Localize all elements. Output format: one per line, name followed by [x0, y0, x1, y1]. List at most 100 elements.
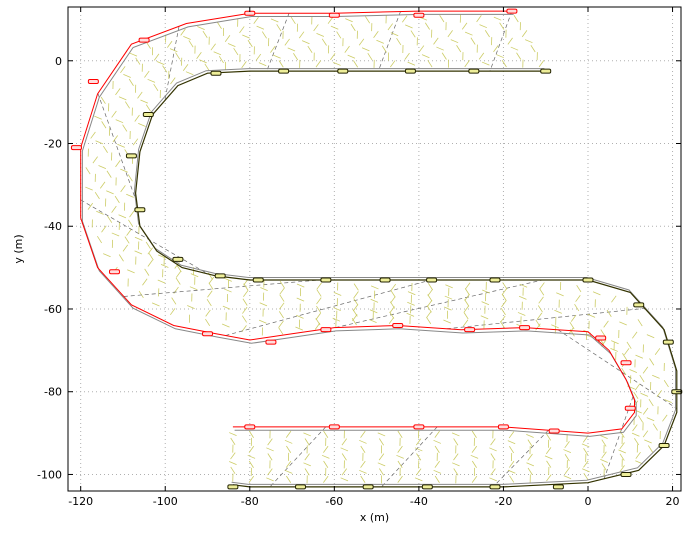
hatch-mark: [587, 313, 596, 318]
vehicle-marker: [497, 424, 509, 430]
hatch-mark: [258, 62, 267, 67]
hatch-mark: [632, 424, 638, 432]
hatch-mark: [239, 26, 245, 34]
dashed-connector: [446, 308, 645, 330]
hatch-mark: [501, 300, 507, 308]
hatch-mark: [304, 453, 310, 461]
hatch-mark: [518, 295, 527, 300]
hatch-mark: [188, 40, 194, 48]
hatch-mark: [127, 269, 135, 274]
hatch-mark: [634, 438, 640, 446]
x-tick-label: -20: [494, 495, 512, 508]
hatch-mark: [476, 15, 482, 23]
hatch-mark: [501, 60, 507, 68]
hatch-mark: [450, 39, 459, 44]
hatch-mark: [230, 466, 236, 474]
hatch-mark: [635, 451, 641, 459]
hatch-mark: [397, 475, 403, 483]
hatch-mark: [471, 475, 478, 483]
hatch-mark: [224, 277, 232, 282]
hatch-mark: [279, 302, 285, 310]
hatch-mark: [414, 447, 423, 452]
hatch-mark: [99, 181, 106, 189]
hatch-mark: [106, 190, 114, 195]
hatch-mark: [434, 430, 440, 438]
vehicle-marker: [468, 68, 480, 74]
hatch-mark: [611, 295, 617, 303]
hatch-mark: [527, 439, 533, 447]
hatch-mark: [279, 294, 285, 302]
hatch-mark: [253, 16, 259, 24]
vehicle-marker: [413, 424, 425, 430]
hatch-mark: [242, 298, 248, 306]
hatch-mark: [207, 290, 213, 298]
hatch-mark: [482, 289, 490, 294]
vehicle-marker: [582, 277, 594, 283]
hatch-mark: [296, 283, 305, 288]
hatch-mark: [664, 399, 672, 403]
hatch-mark: [642, 407, 649, 415]
hatch-mark: [538, 296, 544, 304]
dashed-connector: [225, 279, 431, 336]
x-tick-label: -60: [325, 495, 343, 508]
hatch-mark: [266, 477, 274, 482]
hatch-mark: [323, 445, 329, 453]
hatch-mark: [166, 40, 173, 48]
hatch-mark: [563, 475, 572, 480]
vehicle-marker: [210, 70, 222, 76]
hatch-mark: [489, 477, 497, 482]
hatch-mark: [377, 432, 386, 437]
hatch-mark: [233, 47, 239, 56]
hatch-mark: [241, 315, 247, 323]
hatch-mark: [171, 297, 177, 305]
vehicle-marker: [328, 12, 340, 18]
hatch-mark: [373, 31, 379, 38]
vehicle-marker: [142, 112, 154, 118]
hatch-mark: [102, 145, 108, 153]
vehicle-marker: [624, 405, 636, 411]
y-tick-label: -100: [37, 468, 62, 481]
hatch-mark: [144, 70, 150, 78]
hatch-mark: [509, 475, 515, 483]
hatch-mark: [95, 140, 104, 145]
hatch-mark: [360, 475, 366, 483]
hatch-mark: [507, 469, 516, 474]
hatch-mark: [333, 61, 341, 66]
vehicle-marker: [244, 424, 256, 430]
hatch-mark: [426, 316, 432, 325]
hatch-mark: [218, 55, 224, 64]
hatch-mark: [103, 253, 111, 258]
hatch-mark: [153, 83, 159, 92]
hatch-mark: [122, 244, 129, 252]
hatch-mark: [196, 52, 202, 59]
hatch-mark: [96, 210, 104, 215]
hatch-mark: [267, 438, 273, 446]
hatch-mark: [115, 88, 121, 96]
hatch-mark: [405, 24, 413, 29]
hatch-mark: [147, 78, 156, 83]
hatch-mark: [530, 45, 536, 53]
hatch-mark: [278, 311, 284, 319]
dashed-connector: [492, 429, 549, 488]
hatch-mark: [519, 283, 528, 288]
hatch-mark: [248, 460, 254, 468]
hatch-mark: [98, 165, 107, 169]
hatch-mark: [390, 32, 399, 37]
hatch-mark: [390, 283, 397, 291]
hatch-mark: [341, 468, 348, 476]
hatch-mark: [147, 259, 153, 267]
hatch-mark: [94, 115, 102, 120]
axes-frame: [67, 6, 682, 492]
hatch-mark: [644, 439, 652, 444]
hatch-mark: [619, 453, 625, 461]
hatch-mark: [621, 367, 627, 376]
hatch-mark: [221, 323, 230, 328]
hatch-mark: [464, 31, 473, 36]
hatch-mark: [535, 323, 541, 331]
outer-path-line: [80, 10, 635, 434]
vehicle-marker: [328, 424, 340, 430]
hatch-mark: [316, 32, 325, 37]
outer-reference-line: [81, 13, 637, 437]
hatch-mark: [353, 283, 359, 291]
vehicle-marker: [278, 68, 290, 74]
